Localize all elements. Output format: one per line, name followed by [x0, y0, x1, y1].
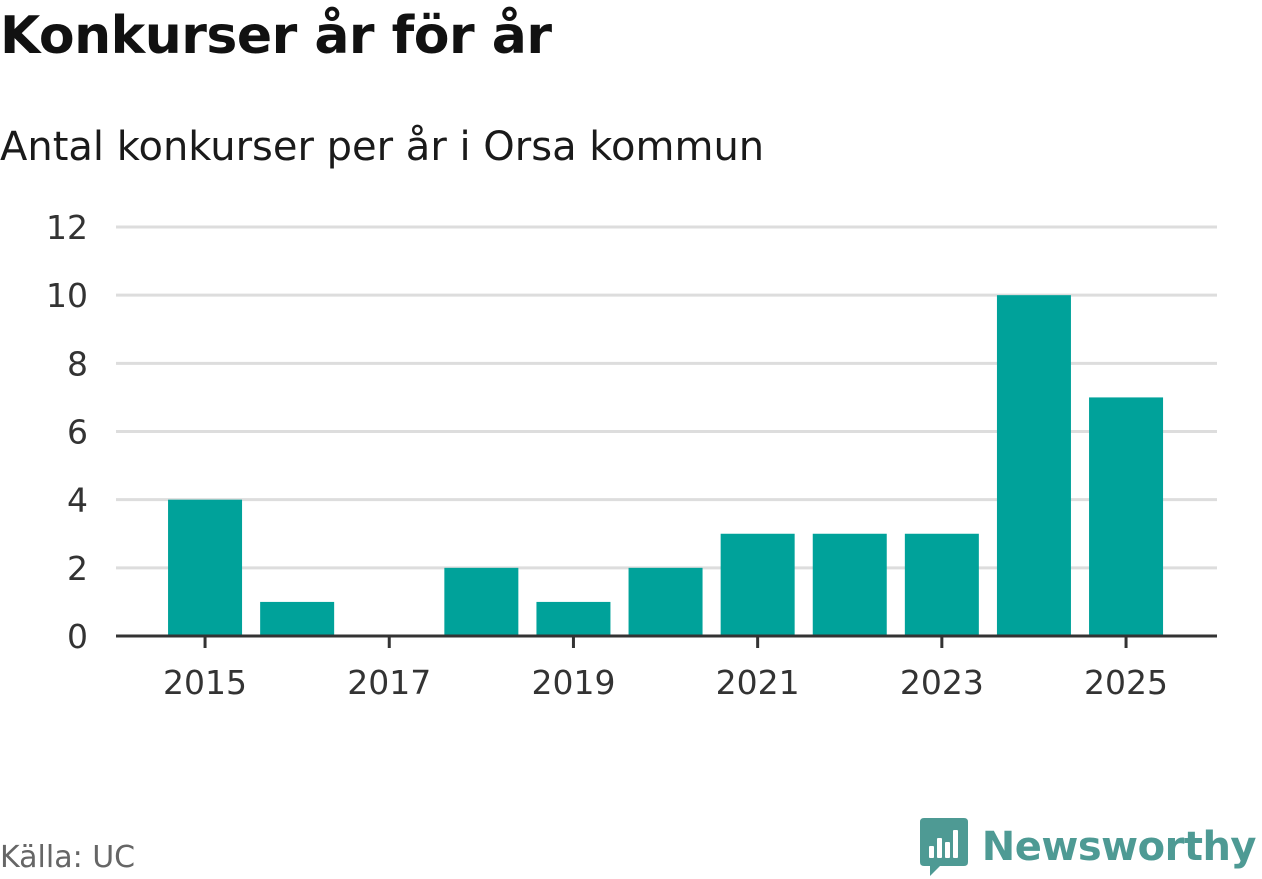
bar-2018 — [444, 567, 519, 636]
x-axis-ticks — [203, 636, 1128, 648]
y-tick-label: 12 — [46, 208, 88, 247]
chart-subtitle: Antal konkurser per år i Orsa kommun — [0, 124, 765, 170]
x-tick-label: 2021 — [716, 663, 800, 702]
x-tick-label: 2015 — [163, 663, 247, 702]
newsworthy-logo-icon — [919, 818, 968, 876]
x-tick-label: 2019 — [531, 663, 615, 702]
bars — [168, 295, 1164, 636]
bar-2023 — [904, 533, 979, 636]
bar-2021 — [720, 533, 795, 636]
y-tick-label: 4 — [67, 481, 88, 520]
brand-logo: Newsworthy — [919, 818, 1257, 876]
bar-2020 — [628, 567, 703, 636]
bar-2024 — [996, 295, 1071, 636]
bar-2025 — [1089, 397, 1164, 636]
chart-title: Konkurser år för år — [0, 6, 552, 66]
bar-2016 — [260, 601, 335, 636]
y-tick-label: 6 — [67, 413, 88, 452]
bar-2019 — [536, 601, 611, 636]
x-tick-label: 2023 — [900, 663, 984, 702]
x-axis-labels: 2015 2017 2019 2021 2023 2025 — [163, 663, 1168, 702]
x-tick-label: 2017 — [347, 663, 431, 702]
x-tick-label: 2025 — [1084, 663, 1168, 702]
source-note: Källa: UC — [0, 840, 136, 875]
y-tick-label: 0 — [67, 617, 88, 656]
y-tick-label: 10 — [46, 276, 88, 315]
y-tick-label: 8 — [67, 344, 88, 383]
bar-2022 — [812, 533, 887, 636]
bar-2015 — [168, 499, 243, 636]
y-axis-labels: 0 2 4 6 8 10 12 — [46, 208, 88, 656]
y-tick-label: 2 — [67, 549, 88, 588]
bar-chart: 0 2 4 6 8 10 12 2015 2017 2019 2021 2023 2025 — [46, 208, 1217, 702]
brand-name: Newsworthy — [981, 824, 1257, 870]
